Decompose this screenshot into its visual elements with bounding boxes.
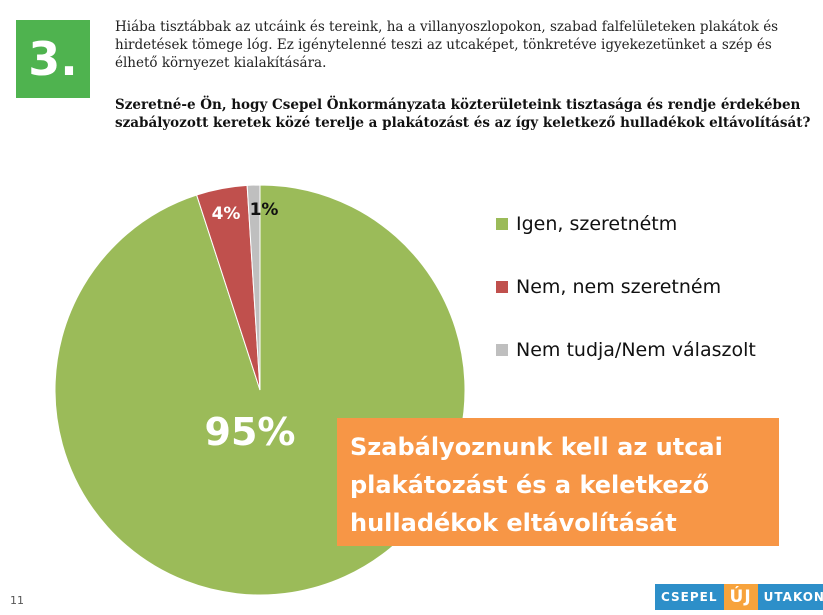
- pie-label-no: 4%: [212, 204, 241, 224]
- legend-swatch-yes: [496, 218, 508, 230]
- legend-label-yes: Igen, szeretnétm: [516, 213, 678, 235]
- legend-item-yes: Igen, szeretnétm: [496, 208, 756, 240]
- legend-swatch-no: [496, 281, 508, 293]
- legend: Igen, szeretnétm Nem, nem szeretném Nem …: [496, 208, 756, 397]
- intro-text: Hiába tisztábbak az utcáink és tereink, …: [115, 19, 779, 71]
- page-number: 11: [10, 594, 24, 607]
- legend-label-unknown: Nem tudja/Nem válaszolt: [516, 339, 756, 361]
- callout-line-1: Szabályoznunk kell az utcai: [350, 433, 723, 461]
- legend-item-no: Nem, nem szeretném: [496, 271, 756, 303]
- callout-line-2: plakátozást és a keletkező: [350, 471, 710, 499]
- logo-part-csepel: CSEPEL: [655, 584, 724, 610]
- pie-label-yes: 95%: [205, 410, 296, 454]
- legend-swatch-unknown: [496, 344, 508, 356]
- callout-line-3: hulladékok eltávolítását: [350, 509, 677, 537]
- csepel-uj-utakon-logo: CSEPEL ÚJ UTAKON: [655, 584, 823, 610]
- pie-slice-unknown: [246, 184, 261, 391]
- legend-label-no: Nem, nem szeretném: [516, 276, 722, 298]
- logo-part-uj: ÚJ: [723, 584, 758, 610]
- logo-part-utakon: UTAKON: [757, 584, 823, 610]
- callout-box: Szabályoznunk kell az utcai plakátozást …: [337, 418, 779, 546]
- legend-item-unknown: Nem tudja/Nem válaszolt: [496, 334, 756, 366]
- question-number-badge: 3.: [16, 20, 90, 98]
- pie-label-unknown: 1%: [250, 200, 279, 220]
- question-text: Szeretné-e Ön, hogy Csepel Önkormányzata…: [115, 97, 811, 131]
